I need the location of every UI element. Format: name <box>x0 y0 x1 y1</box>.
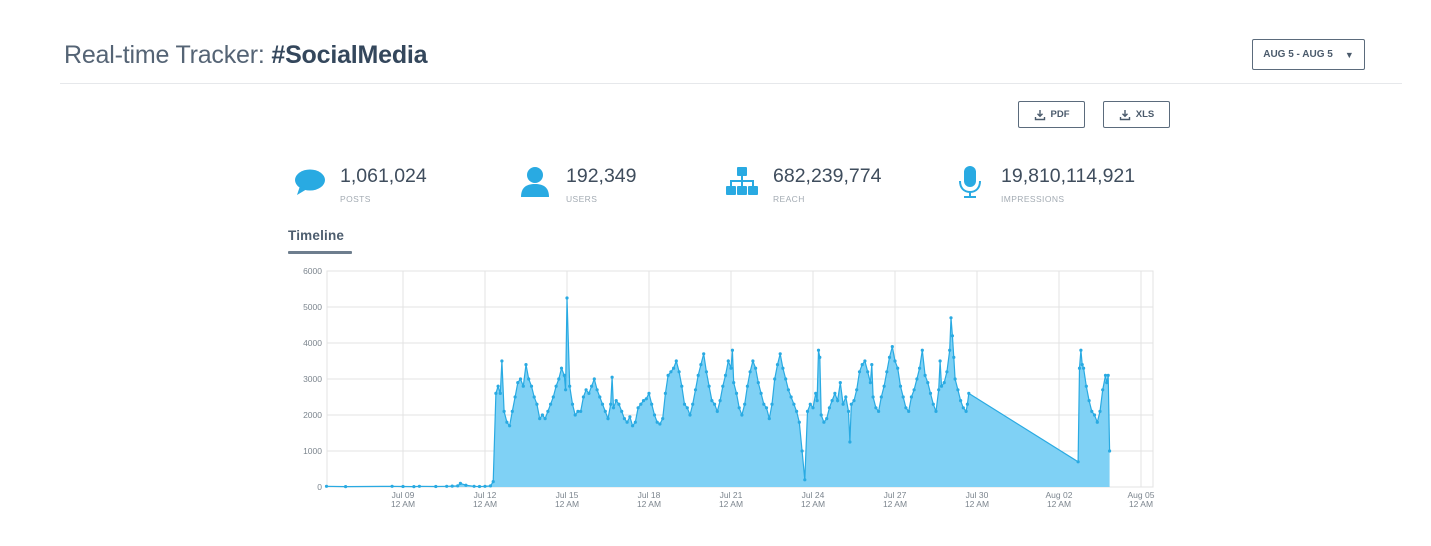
posts-label: POSTS <box>340 194 371 204</box>
svg-text:3000: 3000 <box>303 374 322 384</box>
svg-text:12 AM: 12 AM <box>555 499 579 509</box>
pdf-label: PDF <box>1050 109 1070 120</box>
reach-label: REACH <box>773 194 805 204</box>
svg-text:Jul 15: Jul 15 <box>556 490 579 500</box>
title-divider <box>60 83 1402 84</box>
posts-area <box>326 298 1110 487</box>
svg-text:2000: 2000 <box>303 410 322 420</box>
users-label: USERS <box>566 194 598 204</box>
tab-timeline[interactable]: Timeline <box>288 228 345 243</box>
stat-reach: 682,239,774 REACH <box>725 163 881 204</box>
svg-text:0: 0 <box>317 482 322 492</box>
svg-text:12 AM: 12 AM <box>637 499 661 509</box>
svg-text:12 AM: 12 AM <box>719 499 743 509</box>
date-range-dropdown[interactable]: AUG 5 - AUG 5 ▼ <box>1252 39 1365 70</box>
page-title: Real-time Tracker: #SocialMedia <box>64 41 428 70</box>
svg-text:4000: 4000 <box>303 338 322 348</box>
svg-text:Jul 21: Jul 21 <box>720 490 743 500</box>
svg-text:12 AM: 12 AM <box>883 499 907 509</box>
tab-active-indicator <box>288 251 352 254</box>
svg-text:12 AM: 12 AM <box>1047 499 1071 509</box>
users-value: 192,349 <box>566 165 637 187</box>
svg-text:Jul 27: Jul 27 <box>884 490 907 500</box>
export-pdf-button[interactable]: PDF <box>1018 101 1085 128</box>
stat-users: 192,349 USERS <box>518 163 637 204</box>
svg-text:Jul 12: Jul 12 <box>474 490 497 500</box>
svg-text:Jul 18: Jul 18 <box>638 490 661 500</box>
svg-text:12 AM: 12 AM <box>1129 499 1153 509</box>
microphone-icon <box>959 166 981 198</box>
svg-text:Aug 05: Aug 05 <box>1128 490 1155 500</box>
caret-down-icon: ▼ <box>1344 49 1354 60</box>
date-range-label: AUG 5 - AUG 5 <box>1263 49 1333 60</box>
title-hashtag: #SocialMedia <box>271 41 428 69</box>
impressions-label: IMPRESSIONS <box>1001 194 1065 204</box>
title-prefix: Real-time Tracker: <box>64 41 265 69</box>
svg-text:12 AM: 12 AM <box>391 499 415 509</box>
svg-text:Aug 02: Aug 02 <box>1046 490 1073 500</box>
reach-value: 682,239,774 <box>773 165 882 187</box>
svg-text:12 AM: 12 AM <box>473 499 497 509</box>
user-icon <box>521 167 549 197</box>
sitemap-icon <box>726 167 758 195</box>
svg-text:5000: 5000 <box>303 302 322 312</box>
speech-bubble-icon <box>295 169 325 195</box>
svg-text:Jul 24: Jul 24 <box>802 490 825 500</box>
download-icon <box>1034 109 1045 120</box>
impressions-value: 19,810,114,921 <box>1001 165 1136 187</box>
svg-text:12 AM: 12 AM <box>801 499 825 509</box>
svg-text:12 AM: 12 AM <box>965 499 989 509</box>
posts-value: 1,061,024 <box>340 165 427 187</box>
svg-text:6000: 6000 <box>303 266 322 276</box>
y-axis: 0 1000 2000 3000 4000 5000 6000 <box>303 266 322 492</box>
svg-text:1000: 1000 <box>303 446 322 456</box>
data-points <box>324 296 1112 489</box>
svg-text:Jul 09: Jul 09 <box>392 490 415 500</box>
export-xls-button[interactable]: XLS <box>1103 101 1170 128</box>
download-icon <box>1119 109 1130 120</box>
svg-text:Jul 30: Jul 30 <box>966 490 989 500</box>
stat-posts: 1,061,024 POSTS <box>292 163 427 204</box>
stat-impressions: 19,810,114,921 IMPRESSIONS <box>953 163 1135 204</box>
xls-label: XLS <box>1135 109 1155 120</box>
